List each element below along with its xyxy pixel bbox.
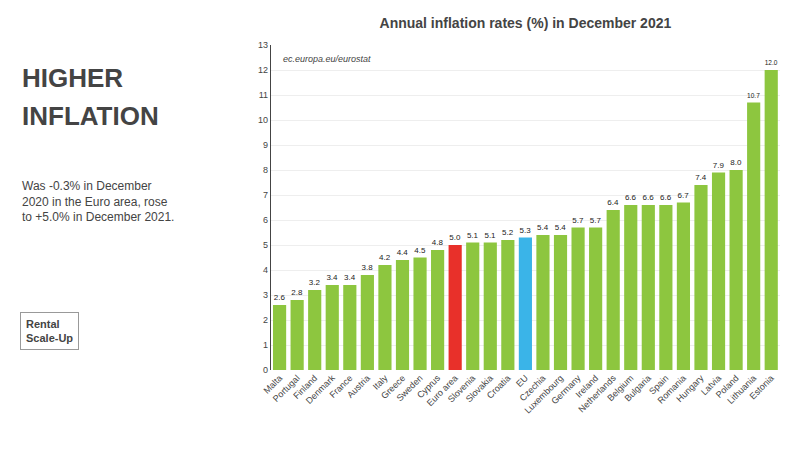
svg-text:5.0: 5.0 — [449, 233, 461, 242]
svg-text:12: 12 — [258, 65, 268, 75]
svg-text:11: 11 — [259, 90, 268, 100]
svg-text:0: 0 — [263, 365, 268, 375]
svg-text:Croatia: Croatia — [485, 373, 513, 401]
svg-text:ec.europa.eu/eurostat: ec.europa.eu/eurostat — [283, 54, 371, 64]
svg-text:3.4: 3.4 — [326, 273, 338, 282]
svg-text:Lithuania: Lithuania — [725, 373, 758, 406]
svg-text:Germany: Germany — [549, 373, 583, 407]
svg-text:4.5: 4.5 — [414, 246, 426, 255]
svg-text:Poland: Poland — [714, 373, 741, 400]
svg-text:7.4: 7.4 — [695, 173, 707, 182]
svg-text:5.3: 5.3 — [520, 226, 532, 235]
svg-text:2.6: 2.6 — [274, 293, 286, 302]
svg-text:Estonia: Estonia — [748, 373, 776, 401]
svg-text:Belgium: Belgium — [605, 373, 635, 403]
svg-text:Spain: Spain — [647, 373, 670, 396]
svg-text:INFLATION: INFLATION — [22, 101, 159, 131]
svg-text:EU: EU — [514, 373, 530, 389]
svg-text:Romania: Romania — [655, 373, 688, 406]
svg-text:2: 2 — [263, 315, 268, 325]
svg-text:Sweden: Sweden — [395, 373, 425, 403]
svg-text:1: 1 — [263, 340, 268, 350]
svg-text:Annual inflation rates (%) in: Annual inflation rates (%) in December 2… — [380, 15, 672, 31]
svg-text:2.8: 2.8 — [291, 288, 303, 297]
svg-text:Austria: Austria — [345, 373, 372, 400]
svg-text:10: 10 — [258, 115, 268, 125]
svg-text:Luxembourg: Luxembourg — [523, 373, 565, 415]
svg-text:13: 13 — [258, 40, 268, 50]
svg-text:Denmark: Denmark — [304, 373, 337, 406]
svg-text:5.7: 5.7 — [590, 216, 602, 225]
svg-text:France: France — [328, 373, 355, 400]
svg-text:6.6: 6.6 — [642, 193, 654, 202]
svg-text:4.8: 4.8 — [432, 238, 444, 247]
svg-text:5.2: 5.2 — [502, 228, 514, 237]
svg-text:Bulgaria: Bulgaria — [622, 373, 652, 403]
svg-text:Slovenia: Slovenia — [446, 373, 477, 404]
svg-text:4: 4 — [263, 265, 268, 275]
svg-text:Latvia: Latvia — [699, 373, 723, 397]
svg-text:9: 9 — [263, 140, 268, 150]
svg-text:Hungary: Hungary — [674, 373, 705, 404]
svg-text:5.1: 5.1 — [467, 231, 479, 240]
svg-text:6.7: 6.7 — [678, 191, 690, 200]
svg-text:Greece: Greece — [379, 373, 407, 401]
svg-text:Finland: Finland — [291, 373, 319, 401]
svg-text:HIGHER: HIGHER — [22, 63, 123, 93]
svg-text:Slovakia: Slovakia — [464, 373, 495, 404]
svg-text:3: 3 — [263, 290, 268, 300]
svg-text:5.1: 5.1 — [484, 231, 496, 240]
svg-text:6.4: 6.4 — [607, 198, 619, 207]
svg-text:Ireland: Ireland — [574, 373, 601, 400]
svg-text:5: 5 — [263, 240, 268, 250]
svg-text:Malta: Malta — [262, 373, 285, 396]
svg-text:12.0: 12.0 — [765, 59, 778, 66]
svg-text:5.4: 5.4 — [555, 223, 567, 232]
svg-text:10.7: 10.7 — [747, 92, 760, 99]
svg-text:4.2: 4.2 — [379, 253, 391, 262]
svg-text:Italy: Italy — [371, 373, 390, 392]
svg-text:6.6: 6.6 — [660, 193, 672, 202]
svg-text:8: 8 — [263, 165, 268, 175]
svg-text:Portugal: Portugal — [271, 373, 302, 404]
svg-text:3.4: 3.4 — [344, 273, 356, 282]
svg-text:8.0: 8.0 — [730, 158, 742, 167]
svg-text:4.4: 4.4 — [397, 248, 409, 257]
svg-text:7: 7 — [263, 190, 268, 200]
svg-text:Was -0.3% in December2020 in t: Was -0.3% in December2020 in the Euro ar… — [22, 179, 174, 224]
svg-text:7.9: 7.9 — [713, 161, 725, 170]
svg-text:3.2: 3.2 — [309, 278, 321, 287]
svg-text:Euro area: Euro area — [425, 373, 460, 408]
svg-text:3.8: 3.8 — [362, 263, 374, 272]
svg-text:5.4: 5.4 — [537, 223, 549, 232]
svg-text:Netherlands: Netherlands — [576, 373, 618, 415]
svg-text:5.7: 5.7 — [572, 216, 584, 225]
svg-text:6: 6 — [263, 215, 268, 225]
svg-text:Cyprus: Cyprus — [415, 373, 443, 401]
svg-text:6.6: 6.6 — [625, 193, 637, 202]
svg-text:Czechia: Czechia — [517, 373, 547, 403]
svg-text:RentalScale-Up: RentalScale-Up — [26, 318, 73, 344]
